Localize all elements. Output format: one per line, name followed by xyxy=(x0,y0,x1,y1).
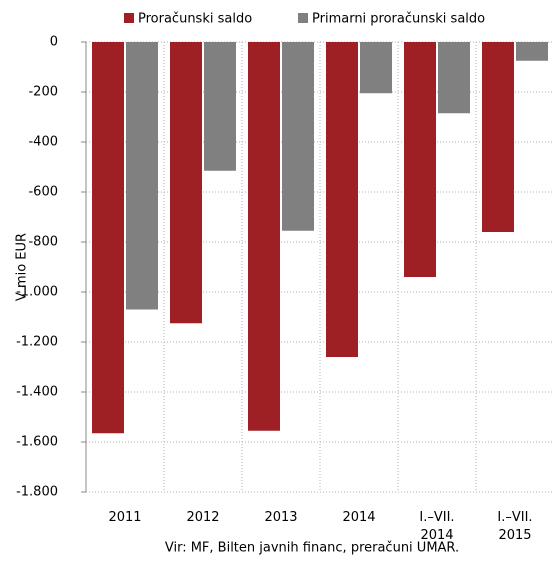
y-axis-label: V mio EUR xyxy=(15,233,30,301)
bar xyxy=(92,42,124,434)
bar xyxy=(282,42,314,231)
legend-swatch xyxy=(124,13,134,23)
bar xyxy=(438,42,470,114)
source-note: Vir: MF, Bilten javnih financ, preračuni… xyxy=(165,541,459,556)
bar xyxy=(126,42,158,310)
y-tick-label: -1.800 xyxy=(16,485,58,500)
bar xyxy=(170,42,202,324)
y-tick-label: -200 xyxy=(28,85,58,100)
y-tick-label: -1.600 xyxy=(16,435,58,450)
bar xyxy=(404,42,436,277)
x-tick-label: 2013 xyxy=(264,510,298,525)
bar xyxy=(360,42,392,94)
x-tick-label: 2011 xyxy=(108,510,142,525)
y-tick-label: 0 xyxy=(50,35,58,50)
x-tick-label: 2012 xyxy=(186,510,220,525)
bar xyxy=(204,42,236,171)
y-tick-label: -1.400 xyxy=(16,385,58,400)
x-tick-label: I.–VII. 2015 xyxy=(497,510,533,543)
y-tick-label: -1.200 xyxy=(16,335,58,350)
y-tick-label: -1.000 xyxy=(16,285,58,300)
bar xyxy=(482,42,514,232)
x-tick-label: 2014 xyxy=(342,510,376,525)
bar xyxy=(326,42,358,357)
y-tick-label: -600 xyxy=(28,185,58,200)
legend-label: Proračunski saldo xyxy=(138,12,252,27)
legend-label: Primarni proračunski saldo xyxy=(312,12,485,27)
x-tick-label: I.–VII. 2014 xyxy=(419,510,455,543)
y-tick-label: -400 xyxy=(28,135,58,150)
bar xyxy=(248,42,280,431)
bar xyxy=(516,42,548,61)
y-tick-label: -800 xyxy=(28,235,58,250)
legend-swatch xyxy=(298,13,308,23)
